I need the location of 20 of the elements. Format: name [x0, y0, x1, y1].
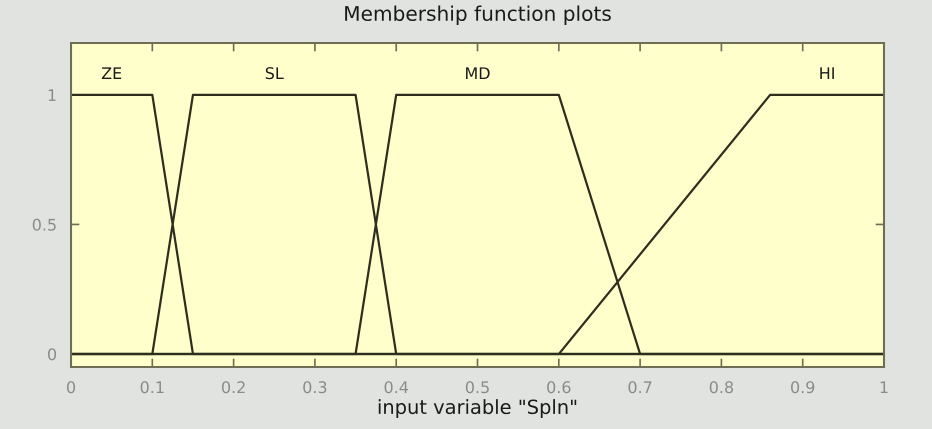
series-label: MD — [466, 67, 490, 80]
series-label: HI — [820, 67, 834, 80]
y-tick-label: 0 — [48, 348, 56, 360]
chart-title: Membership function plots — [345, 5, 611, 25]
x-tick-label: 0.2 — [222, 381, 245, 394]
x-tick-label: 0.7 — [628, 381, 652, 394]
y-tick-label: 0.5 — [32, 218, 56, 231]
x-tick-label: 0.6 — [547, 381, 571, 394]
x-tick-label: 0.1 — [140, 381, 164, 394]
y-tick-label: 1 — [48, 89, 56, 101]
x-axis-title: input variable "Spln" — [378, 399, 576, 418]
x-tick-label: 0 — [66, 381, 76, 394]
x-tick-label: 1 — [880, 381, 888, 394]
x-tick-label: 0.3 — [303, 381, 326, 394]
x-tick-label: 0.9 — [791, 381, 814, 394]
x-tick-label: 0.8 — [710, 381, 734, 394]
x-tick-label: 0.5 — [466, 381, 489, 394]
x-tick-label: 0.4 — [384, 381, 408, 394]
series-label: SL — [266, 67, 284, 80]
series-label: ZE — [102, 67, 122, 80]
